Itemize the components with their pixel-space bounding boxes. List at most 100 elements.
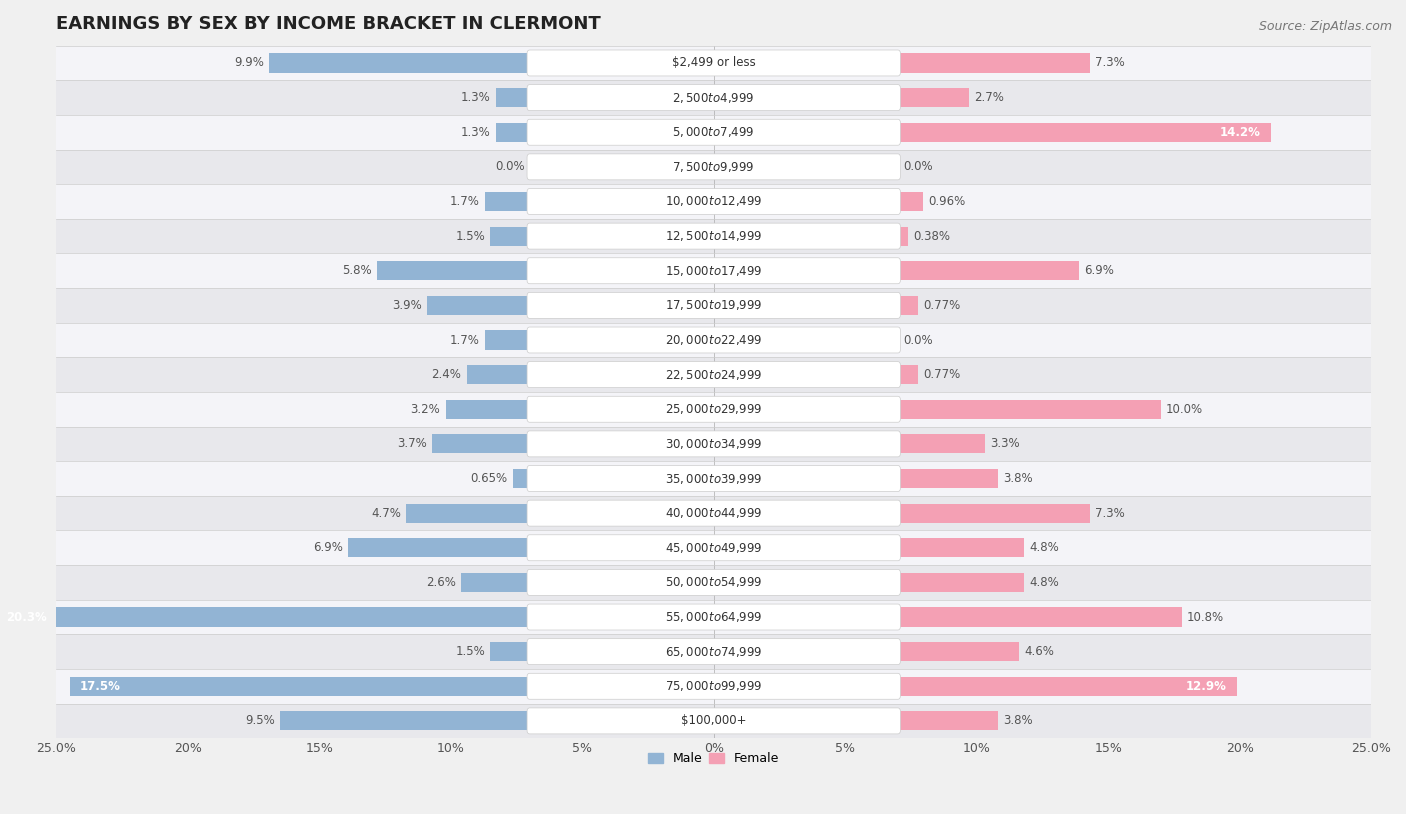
Bar — [56, 565, 1371, 600]
Bar — [485, 192, 530, 211]
FancyBboxPatch shape — [527, 673, 900, 699]
Text: $5,000 to $7,499: $5,000 to $7,499 — [672, 125, 755, 139]
Text: 3.2%: 3.2% — [411, 403, 440, 416]
Text: 4.8%: 4.8% — [1029, 575, 1059, 589]
Text: 4.8%: 4.8% — [1029, 541, 1059, 554]
Text: 9.5%: 9.5% — [245, 715, 274, 728]
Bar — [56, 322, 1371, 357]
Bar — [467, 365, 530, 384]
Bar — [427, 295, 530, 315]
Text: $12,500 to $14,999: $12,500 to $14,999 — [665, 229, 762, 243]
FancyBboxPatch shape — [527, 500, 900, 526]
Text: 0.65%: 0.65% — [470, 472, 508, 485]
Text: 3.8%: 3.8% — [1002, 472, 1032, 485]
Bar — [898, 54, 1090, 72]
Text: $10,000 to $12,499: $10,000 to $12,499 — [665, 195, 762, 208]
Bar — [485, 330, 530, 349]
FancyBboxPatch shape — [527, 604, 900, 630]
Bar — [0, 607, 530, 627]
Text: 10.8%: 10.8% — [1187, 610, 1225, 624]
Bar — [406, 504, 530, 523]
Bar — [56, 115, 1371, 150]
Bar — [898, 642, 1019, 661]
Text: 0.77%: 0.77% — [924, 368, 960, 381]
Bar — [56, 288, 1371, 322]
Bar — [56, 46, 1371, 81]
Bar — [56, 184, 1371, 219]
Text: 12.9%: 12.9% — [1185, 680, 1226, 693]
Bar — [56, 496, 1371, 531]
Text: $40,000 to $44,999: $40,000 to $44,999 — [665, 506, 762, 520]
Text: 10.0%: 10.0% — [1166, 403, 1204, 416]
Bar — [56, 392, 1371, 427]
Text: 3.3%: 3.3% — [990, 437, 1019, 450]
FancyBboxPatch shape — [527, 85, 900, 111]
Bar — [898, 504, 1090, 523]
Text: 3.9%: 3.9% — [392, 299, 422, 312]
Bar — [56, 150, 1371, 184]
Bar — [56, 253, 1371, 288]
Bar — [56, 81, 1371, 115]
Bar — [898, 261, 1080, 280]
Bar — [898, 295, 918, 315]
Text: 3.7%: 3.7% — [398, 437, 427, 450]
Bar — [56, 634, 1371, 669]
Bar — [461, 573, 530, 592]
Bar — [56, 600, 1371, 634]
Text: 17.5%: 17.5% — [80, 680, 121, 693]
Text: 20.3%: 20.3% — [7, 610, 48, 624]
Text: 6.9%: 6.9% — [314, 541, 343, 554]
Bar — [69, 676, 530, 696]
FancyBboxPatch shape — [527, 570, 900, 595]
Bar — [491, 226, 530, 246]
Bar — [898, 226, 908, 246]
Bar — [56, 531, 1371, 565]
Text: $50,000 to $54,999: $50,000 to $54,999 — [665, 575, 762, 589]
Text: 1.5%: 1.5% — [456, 230, 485, 243]
FancyBboxPatch shape — [527, 223, 900, 249]
Bar — [56, 462, 1371, 496]
Bar — [898, 573, 1024, 592]
Bar — [56, 669, 1371, 703]
Text: $2,499 or less: $2,499 or less — [672, 56, 755, 69]
Bar — [898, 192, 922, 211]
Text: 1.7%: 1.7% — [450, 334, 479, 347]
Bar — [446, 400, 530, 418]
Text: 3.8%: 3.8% — [1002, 715, 1032, 728]
Text: 7.3%: 7.3% — [1095, 56, 1125, 69]
Text: $2,500 to $4,999: $2,500 to $4,999 — [672, 90, 755, 105]
Bar — [270, 54, 530, 72]
Text: 0.0%: 0.0% — [903, 334, 932, 347]
FancyBboxPatch shape — [527, 535, 900, 561]
Text: 5.8%: 5.8% — [342, 265, 373, 278]
Bar — [898, 676, 1237, 696]
Text: 1.5%: 1.5% — [456, 646, 485, 659]
FancyBboxPatch shape — [527, 431, 900, 457]
FancyBboxPatch shape — [527, 154, 900, 180]
Bar — [898, 469, 998, 488]
Text: 6.9%: 6.9% — [1084, 265, 1115, 278]
Text: 4.6%: 4.6% — [1024, 646, 1054, 659]
FancyBboxPatch shape — [527, 119, 900, 145]
FancyBboxPatch shape — [527, 708, 900, 734]
Text: 0.77%: 0.77% — [924, 299, 960, 312]
FancyBboxPatch shape — [527, 327, 900, 353]
Text: 1.3%: 1.3% — [461, 91, 491, 104]
Bar — [898, 607, 1182, 627]
Text: $25,000 to $29,999: $25,000 to $29,999 — [665, 402, 762, 416]
Text: 2.6%: 2.6% — [426, 575, 456, 589]
FancyBboxPatch shape — [527, 50, 900, 76]
Bar — [56, 703, 1371, 738]
Text: 0.38%: 0.38% — [912, 230, 950, 243]
Text: $100,000+: $100,000+ — [681, 715, 747, 728]
Text: 1.7%: 1.7% — [450, 195, 479, 208]
Bar — [898, 400, 1161, 418]
Text: $7,500 to $9,999: $7,500 to $9,999 — [672, 160, 755, 174]
Bar — [56, 427, 1371, 462]
Text: $75,000 to $99,999: $75,000 to $99,999 — [665, 679, 762, 694]
Bar — [56, 357, 1371, 392]
Text: 0.0%: 0.0% — [495, 160, 524, 173]
Text: $35,000 to $39,999: $35,000 to $39,999 — [665, 471, 762, 485]
FancyBboxPatch shape — [527, 466, 900, 492]
Bar — [491, 642, 530, 661]
